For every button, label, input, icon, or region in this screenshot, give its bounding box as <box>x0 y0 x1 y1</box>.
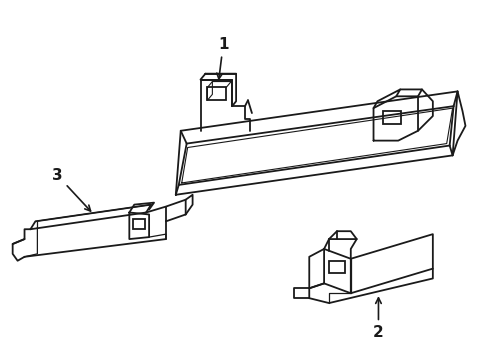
Text: 3: 3 <box>52 167 91 211</box>
Bar <box>133 219 145 229</box>
Bar <box>329 261 345 273</box>
Bar <box>207 87 226 100</box>
Bar <box>383 111 401 124</box>
Text: 2: 2 <box>373 298 384 340</box>
Text: 1: 1 <box>217 37 228 79</box>
